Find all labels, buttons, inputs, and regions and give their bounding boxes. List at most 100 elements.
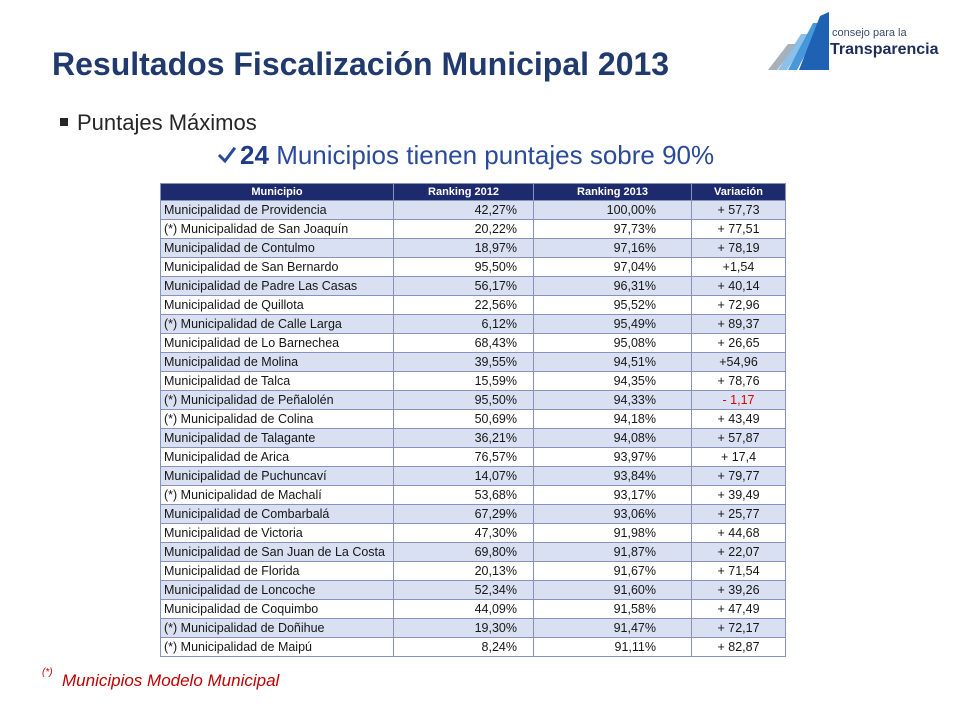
table-row: Municipalidad de Talagante 36,21% 94,08% + …	[160, 428, 786, 448]
cell-ranking-2012: 22,56%	[393, 295, 534, 315]
table-row: Municipalidad de San Juan de La Costa 69,…	[160, 542, 786, 562]
cell-municipio: (*) Municipalidad de Peñalolén	[160, 390, 394, 410]
cell-ranking-2012: 18,97%	[393, 238, 534, 258]
cell-municipio: Municipalidad de Talca	[160, 371, 394, 391]
table-row: Municipalidad de Talca 15,59% 94,35% + 78,7…	[160, 371, 786, 391]
header-ranking-2012: Ranking 2012	[393, 183, 534, 201]
cell-ranking-2013: 97,16%	[533, 238, 692, 258]
table-row: Municipalidad de Contulmo 18,97% 97,16% + 7…	[160, 238, 786, 258]
highlight-line: 24 Municipios tienen puntajes sobre 90%	[240, 140, 714, 170]
table-row: Municipalidad de Providencia 42,27% 100,00…	[160, 200, 786, 220]
cell-ranking-2013: 93,84%	[533, 466, 692, 486]
cell-ranking-2013: 93,17%	[533, 485, 692, 505]
table-row: (*) Municipalidad de Doñihue 19,30% 91,47%…	[160, 618, 786, 638]
logo-wordmark: Transparencia	[830, 41, 939, 58]
cell-ranking-2013: 94,35%	[533, 371, 692, 391]
cell-variacion: + 79,77	[691, 466, 786, 486]
cell-municipio: Municipalidad de Quillota	[160, 295, 394, 315]
cell-ranking-2013: 95,49%	[533, 314, 692, 334]
cell-variacion: + 44,68	[691, 523, 786, 543]
cell-variacion: + 78,19	[691, 238, 786, 258]
footnote-text: Municipios Modelo Municipal	[62, 671, 280, 690]
cell-municipio: (*) Municipalidad de Doñihue	[160, 618, 394, 638]
cell-variacion: + 47,49	[691, 599, 786, 619]
cell-ranking-2012: 19,30%	[393, 618, 534, 638]
cell-ranking-2013: 91,60%	[533, 580, 692, 600]
cell-ranking-2013: 96,31%	[533, 276, 692, 296]
cell-variacion: + 72,17	[691, 618, 786, 638]
cell-variacion: + 39,49	[691, 485, 786, 505]
cell-ranking-2013: 95,52%	[533, 295, 692, 315]
cell-municipio: (*) Municipalidad de Calle Larga	[160, 314, 394, 334]
cell-ranking-2013: 94,51%	[533, 352, 692, 372]
cell-variacion: + 40,14	[691, 276, 786, 296]
cell-variacion: + 57,87	[691, 428, 786, 448]
cell-variacion: + 57,73	[691, 200, 786, 220]
cell-variacion: + 71,54	[691, 561, 786, 581]
cell-variacion: + 82,87	[691, 637, 786, 657]
bullet-text: Puntajes Máximos	[77, 110, 257, 135]
cell-ranking-2012: 95,50%	[393, 390, 534, 410]
logo-shape	[799, 12, 829, 70]
table-row: Municipalidad de Puchuncaví 14,07% 93,84% +…	[160, 466, 786, 486]
cell-variacion: + 22,07	[691, 542, 786, 562]
cell-ranking-2013: 91,11%	[533, 637, 692, 657]
cell-ranking-2013: 94,33%	[533, 390, 692, 410]
cell-ranking-2012: 42,27%	[393, 200, 534, 220]
cell-ranking-2013: 93,97%	[533, 447, 692, 467]
cell-municipio: Municipalidad de Puchuncaví	[160, 466, 394, 486]
footnote-marker: (*)	[42, 667, 53, 678]
cell-ranking-2012: 67,29%	[393, 504, 534, 524]
cell-variacion: - 1,17	[691, 390, 786, 410]
cell-variacion: + 43,49	[691, 409, 786, 429]
table-row: (*) Municipalidad de Peñalolén 95,50% 94,3…	[160, 390, 786, 410]
cell-municipio: Municipalidad de Contulmo	[160, 238, 394, 258]
cell-ranking-2013: 97,04%	[533, 257, 692, 277]
table-row: Municipalidad de Arica 76,57% 93,97% + 17,4	[160, 447, 786, 467]
cell-ranking-2012: 20,13%	[393, 561, 534, 581]
cell-variacion: + 89,37	[691, 314, 786, 334]
cell-municipio: Municipalidad de Arica	[160, 447, 394, 467]
table-row: (*) Municipalidad de Colina 50,69% 94,18% +…	[160, 409, 786, 429]
table-row: Municipalidad de Molina 39,55% 94,51% +54,9…	[160, 352, 786, 372]
table-row: Municipalidad de Lo Barnechea 68,43% 95,08…	[160, 333, 786, 353]
cell-municipio: Municipalidad de Loncoche	[160, 580, 394, 600]
slide-title: Resultados Fiscalización Municipal 2013	[52, 46, 670, 82]
cell-ranking-2013: 93,06%	[533, 504, 692, 524]
transparencia-logo: consejo para la Transparencia	[766, 6, 952, 72]
cell-variacion: + 39,26	[691, 580, 786, 600]
header-variacion: Variación	[691, 183, 786, 201]
cell-ranking-2013: 95,08%	[533, 333, 692, 353]
cell-ranking-2013: 91,87%	[533, 542, 692, 562]
cell-ranking-2012: 39,55%	[393, 352, 534, 372]
cell-ranking-2012: 52,34%	[393, 580, 534, 600]
highlight-text: Municipios tienen puntajes sobre 90%	[276, 140, 715, 170]
cell-ranking-2012: 50,69%	[393, 409, 534, 429]
cell-ranking-2012: 68,43%	[393, 333, 534, 353]
cell-variacion: + 77,51	[691, 219, 786, 239]
cell-variacion: + 25,77	[691, 504, 786, 524]
cell-municipio: Municipalidad de Combarbalá	[160, 504, 394, 524]
square-bullet-icon	[60, 118, 68, 126]
cell-ranking-2012: 8,24%	[393, 637, 534, 657]
highlight-number: 24	[240, 140, 269, 170]
cell-municipio: (*) Municipalidad de San Joaquín	[160, 219, 394, 239]
cell-variacion: + 72,96	[691, 295, 786, 315]
cell-municipio: Municipalidad de Coquimbo	[160, 599, 394, 619]
cell-ranking-2013: 94,08%	[533, 428, 692, 448]
cell-ranking-2012: 36,21%	[393, 428, 534, 448]
header-row: Municipio Ranking 2012 Ranking 2013 Vari…	[160, 183, 786, 201]
cell-ranking-2012: 53,68%	[393, 485, 534, 505]
table-row: Municipalidad de Combarbalá 67,29% 93,06% +…	[160, 504, 786, 524]
cell-municipio: Municipalidad de San Bernardo	[160, 257, 394, 277]
cell-municipio: Municipalidad de Talagante	[160, 428, 394, 448]
table-row: (*) Municipalidad de San Joaquín 20,22% 97…	[160, 219, 786, 239]
table-row: Municipalidad de Quillota 22,56% 95,52% + 7…	[160, 295, 786, 315]
cell-variacion: + 17,4	[691, 447, 786, 467]
header-municipio: Municipio	[160, 183, 394, 201]
cell-ranking-2013: 100,00%	[533, 200, 692, 220]
cell-ranking-2013: 91,47%	[533, 618, 692, 638]
cell-municipio: Municipalidad de Florida	[160, 561, 394, 581]
results-table: Municipio Ranking 2012 Ranking 2013 Vari…	[160, 183, 786, 657]
